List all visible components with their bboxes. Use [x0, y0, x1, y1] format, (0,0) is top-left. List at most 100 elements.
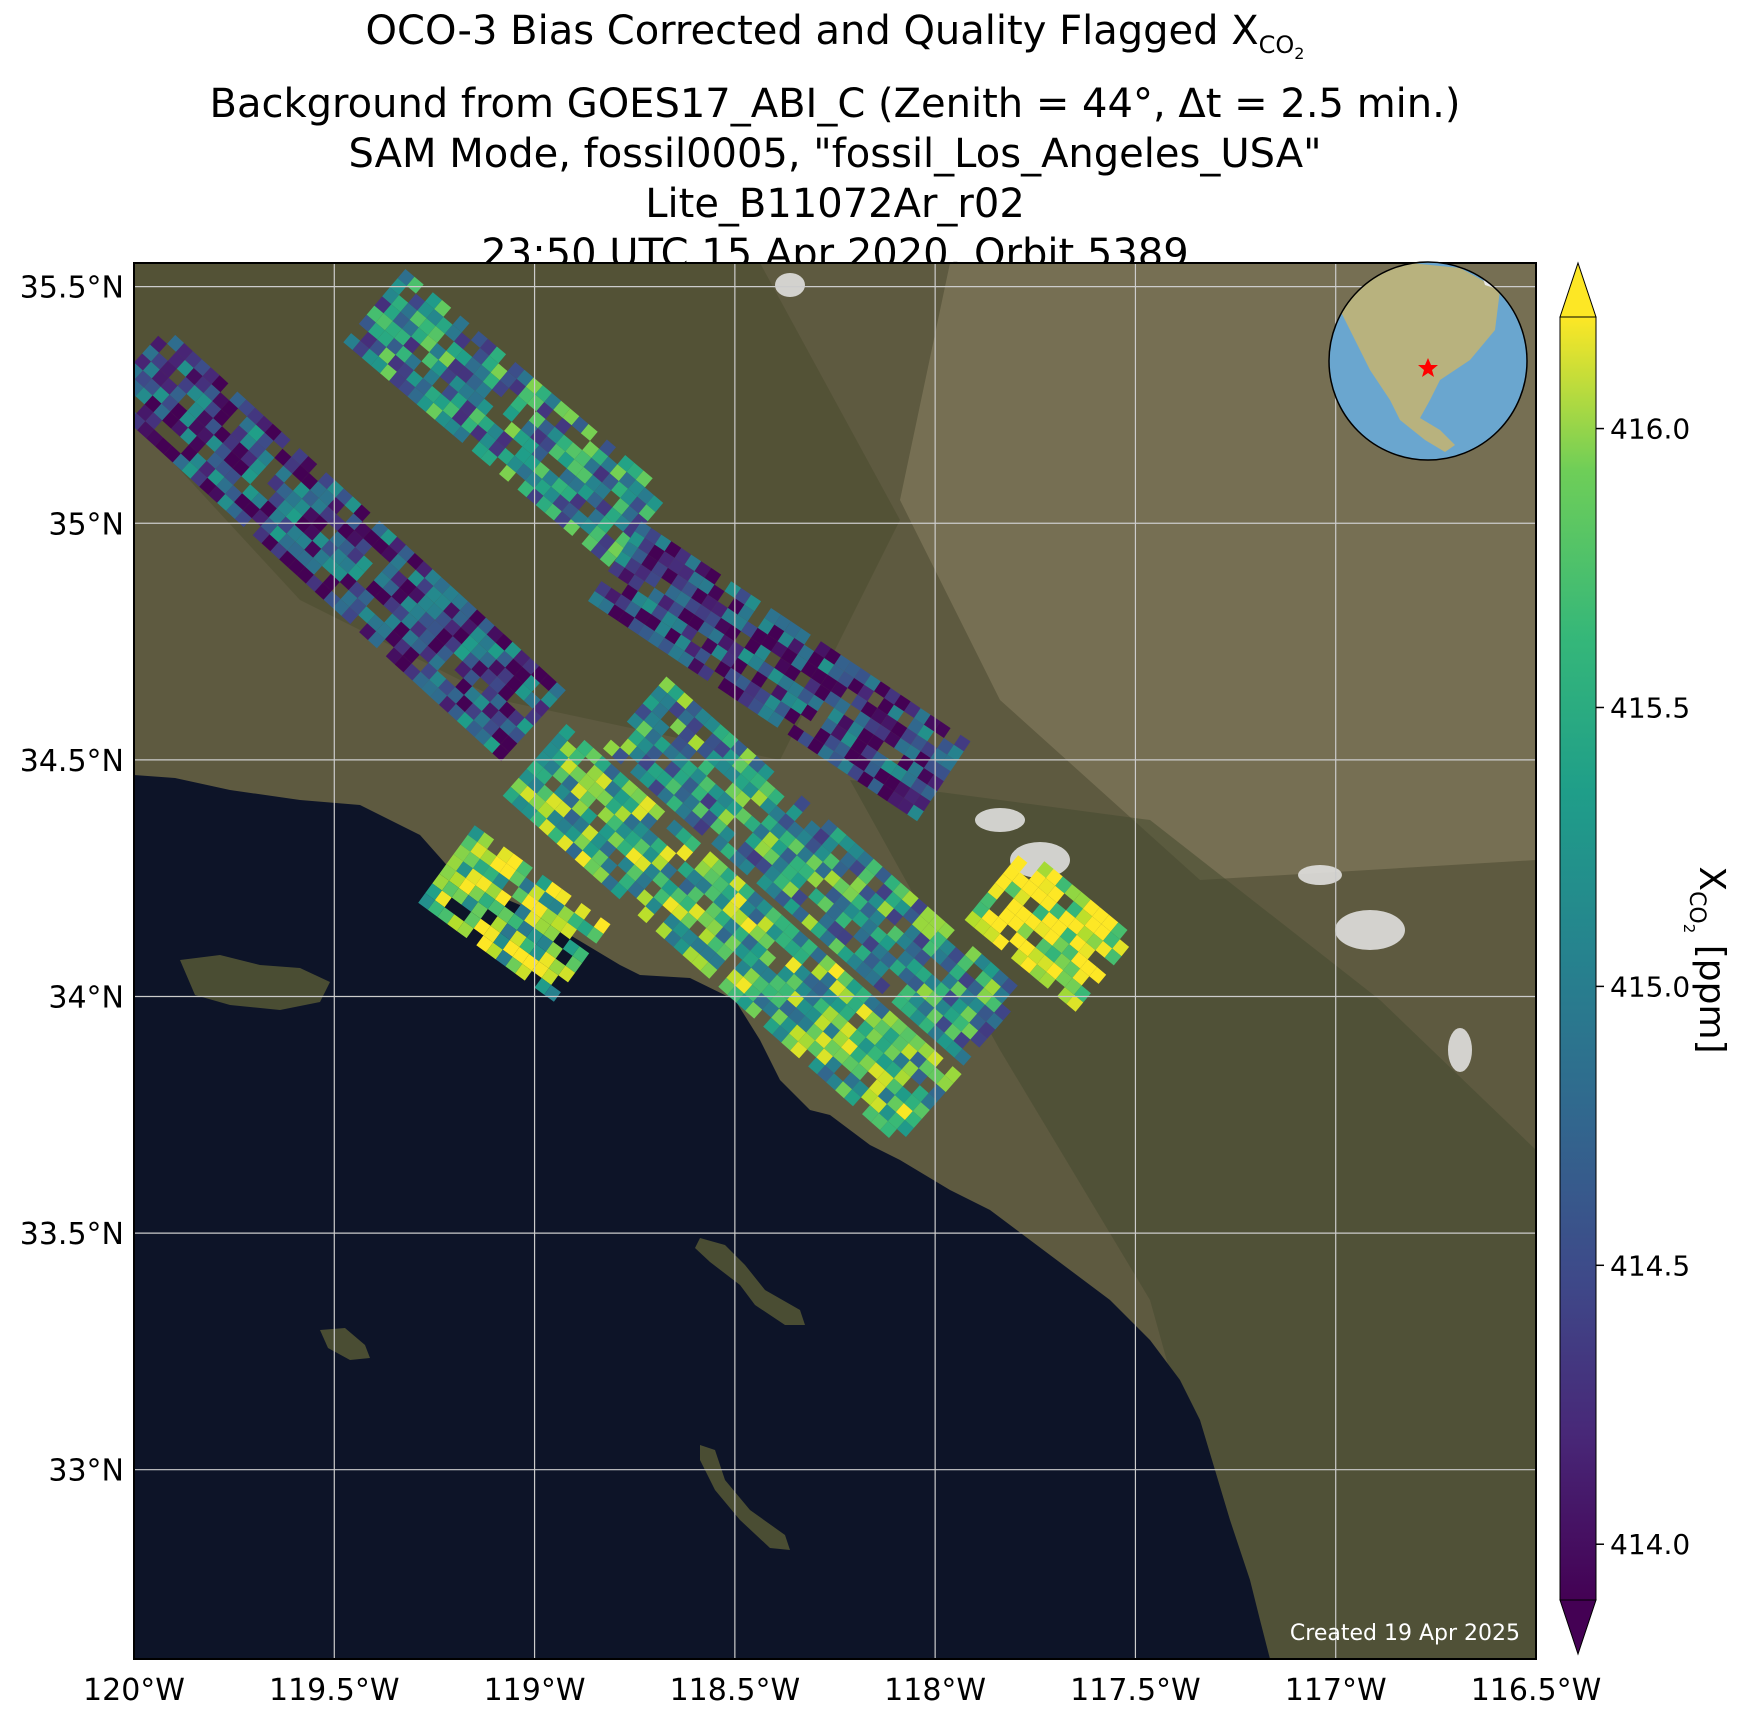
xco2-cell [947, 947, 965, 964]
xco2-cell [686, 869, 704, 887]
xco2-cell [677, 607, 695, 625]
xco2-cell [821, 988, 838, 1006]
xco2-cell [664, 930, 682, 947]
xco2-cell [600, 456, 618, 474]
xco2-cell [439, 695, 456, 713]
xco2-cell [516, 920, 534, 938]
xco2-cell [702, 851, 720, 869]
xco2-cell [777, 813, 795, 831]
xco2-cell [703, 716, 721, 734]
xco2-cell [111, 397, 128, 414]
xco2-cell [797, 731, 815, 748]
xco2-cell [1080, 959, 1097, 977]
xco2-cell [259, 500, 277, 518]
xco2-cell [203, 384, 221, 402]
xco2-cell [477, 832, 495, 850]
xco2-cell [837, 945, 855, 963]
xco2-cell [687, 657, 705, 675]
xco2-cell [598, 823, 616, 841]
xco2-cell [837, 757, 854, 775]
xco2-cell [712, 876, 730, 894]
xco2-cell [247, 407, 264, 425]
xco2-cell [374, 296, 392, 314]
xco2-cell [638, 504, 656, 522]
xco2-cell [708, 952, 726, 970]
xco2-cell [176, 343, 193, 360]
xco2-cell [194, 376, 212, 394]
xco2-cell [952, 1014, 970, 1032]
xco2-cell [737, 691, 755, 708]
xco2-cell [894, 1086, 912, 1104]
xco2-cell [190, 469, 208, 487]
xco2-cell [620, 488, 638, 506]
xco2-cell [694, 708, 712, 726]
xco2-cell [873, 767, 891, 785]
xco2-cell [719, 825, 736, 843]
xco2-cell [627, 881, 645, 899]
xco2-cell [675, 827, 693, 845]
xco2-cell [184, 351, 202, 368]
xco2-cell [1060, 927, 1077, 945]
xco2-cell [810, 668, 828, 685]
xco2-cell [731, 756, 749, 774]
xco2-cell [585, 747, 603, 765]
xco2-cell [343, 333, 361, 350]
xco2-cell [848, 1029, 866, 1047]
xco2-cell [1030, 887, 1048, 905]
xco2-cell [318, 489, 336, 507]
xco2-cell [801, 938, 818, 956]
lon-tick-label: 117°W [1285, 1673, 1387, 1708]
xco2-cell [461, 894, 479, 912]
xco2-cell [806, 1023, 823, 1041]
xco2-cell [724, 935, 742, 952]
xco2-cell [675, 803, 692, 820]
xco2-cell [804, 989, 821, 1007]
xco2-cell [441, 384, 459, 402]
xco2-cell [553, 783, 571, 801]
xco2-cell [785, 956, 802, 974]
xco2-cell [492, 872, 510, 890]
xco2-cell [911, 915, 929, 933]
xco2-cell [953, 734, 971, 752]
xco2-cell [326, 480, 344, 498]
xco2-cell [465, 374, 483, 391]
xco2-cell [279, 550, 297, 568]
xco2-cell [468, 885, 486, 902]
xco2-cell [394, 655, 412, 673]
xco2-cell [903, 787, 921, 805]
xco2-cell [716, 943, 734, 961]
xco2-cell [791, 889, 809, 906]
xco2-cell [507, 913, 524, 931]
xco2-cell [678, 878, 696, 896]
xco2-cell [828, 937, 846, 955]
xco2-cell [764, 608, 781, 625]
xco2-cell [858, 1054, 876, 1072]
xco2-cell [393, 621, 410, 639]
xco2-cell [870, 708, 888, 725]
xco2-cell [387, 354, 405, 372]
xco2-cell [495, 633, 513, 651]
xco2-cell [143, 378, 161, 396]
xco2-cell [368, 631, 385, 649]
xco2-cell [196, 427, 214, 444]
xco2-cell [359, 623, 377, 641]
xco2-cell [134, 379, 144, 397]
xco2-cell [801, 913, 819, 931]
xco2-cell [681, 929, 699, 946]
xco2-cell [562, 408, 580, 426]
xco2-cell [392, 311, 410, 329]
xco2-cell [790, 697, 808, 715]
xco2-cell [544, 393, 562, 410]
xco2-cell [464, 911, 481, 929]
xco2-cell [534, 479, 552, 496]
xco2-cell [508, 726, 526, 744]
xco2-cell [900, 1001, 918, 1018]
xco2-cell [470, 643, 488, 661]
colorbar: 414.0 414.5 415.0 415.5 416.0 XCO2 [ppm] [1559, 261, 1732, 1656]
xco2-cell [724, 667, 741, 685]
xco2-cell [825, 1056, 842, 1074]
xco2-cell [137, 421, 155, 439]
xco2-cell [1027, 947, 1045, 965]
xco2-cell [644, 728, 662, 746]
xco2-cell [889, 959, 907, 977]
